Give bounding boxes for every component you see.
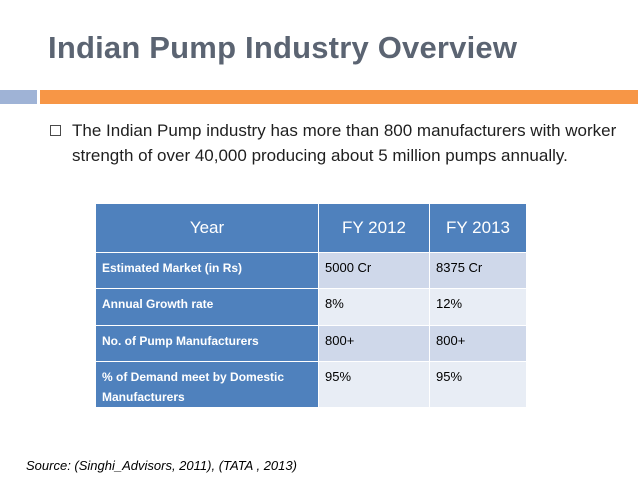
cell-fy2013: 8375 Cr	[429, 252, 527, 289]
table-row: Annual Growth rate 8% 12%	[95, 288, 527, 326]
market-table: Year FY 2012 FY 2013 Estimated Market (i…	[95, 203, 527, 408]
cell-fy2012: 8%	[318, 288, 430, 326]
row-label: Estimated Market (in Rs)	[95, 252, 319, 289]
table-row: No. of Pump Manufacturers 800+ 800+	[95, 325, 527, 362]
bullet-square-icon	[50, 125, 61, 136]
row-label: No. of Pump Manufacturers	[95, 325, 319, 362]
cell-fy2012: 800+	[318, 325, 430, 362]
table-row: Estimated Market (in Rs) 5000 Cr 8375 Cr	[95, 252, 527, 289]
cell-fy2012: 95%	[318, 361, 430, 408]
cell-fy2013: 95%	[429, 361, 527, 408]
header-fy2012: FY 2012	[318, 203, 430, 253]
slide-title: Indian Pump Industry Overview	[48, 30, 518, 65]
title-underline-orange	[40, 90, 638, 104]
bullet-text: The Indian Pump industry has more than 8…	[72, 121, 617, 165]
cell-fy2013: 800+	[429, 325, 527, 362]
row-label: % of Demand meet by Domestic Manufacture…	[95, 361, 319, 408]
header-fy2013: FY 2013	[429, 203, 527, 253]
table-header-row: Year FY 2012 FY 2013	[95, 203, 527, 253]
cell-fy2013: 12%	[429, 288, 527, 326]
header-year: Year	[95, 203, 319, 253]
cell-fy2012: 5000 Cr	[318, 252, 430, 289]
title-underline-blue	[0, 90, 37, 104]
source-citation: Source: (Singhi_Advisors, 2011), (TATA ,…	[26, 458, 297, 473]
row-label: Annual Growth rate	[95, 288, 319, 326]
table-row: % of Demand meet by Domestic Manufacture…	[95, 361, 527, 408]
